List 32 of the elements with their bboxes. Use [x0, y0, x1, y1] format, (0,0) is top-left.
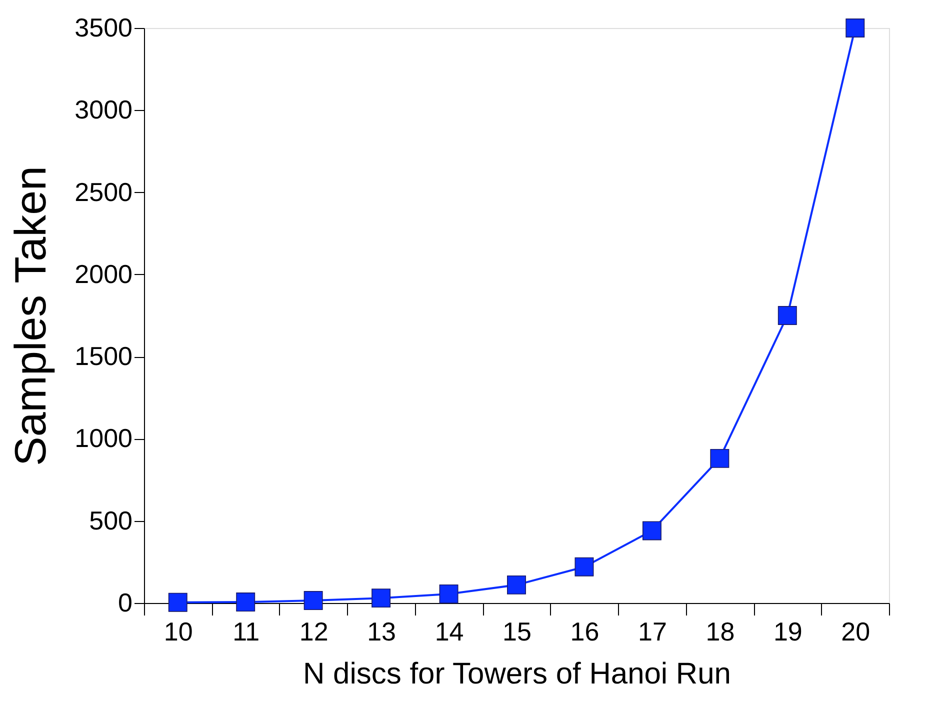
y-tick-label: 1000: [74, 423, 132, 454]
x-tick-label: 14: [434, 616, 464, 646]
point: [236, 592, 256, 612]
y-axis-title: Samples Taken: [6, 166, 56, 466]
x-tick-label: 13: [367, 616, 396, 646]
x-tick-label: 17: [638, 616, 667, 646]
point: [507, 575, 526, 594]
y-tick-label: 2500: [74, 176, 132, 207]
point: [710, 448, 730, 468]
y-tick-label: 3500: [74, 12, 132, 42]
x-tick-label: 12: [299, 616, 328, 646]
point: [304, 591, 323, 610]
x-tick-label: 15: [502, 616, 532, 646]
point: [642, 521, 662, 540]
x-tick-label: 19: [773, 616, 802, 646]
y-tick-label: 2000: [74, 258, 132, 289]
y-tick-label: 500: [89, 505, 132, 536]
point: [574, 557, 594, 576]
y-tick-label: 3000: [74, 94, 132, 125]
x-tick-label: 16: [570, 616, 600, 646]
x-tick-label: 11: [232, 616, 260, 646]
x-tick-label: 20: [841, 616, 870, 646]
y-tick-label: 1500: [74, 341, 132, 372]
point: [846, 18, 865, 38]
point: [372, 588, 391, 608]
x-tick-label: 18: [706, 616, 735, 646]
x-axis-title: N discs for Towers of Hanoi Run: [303, 658, 731, 690]
point: [439, 584, 458, 604]
y-tick-label: 0: [118, 588, 132, 618]
point: [778, 306, 797, 325]
point: [168, 592, 188, 612]
x-tick-label: 10: [164, 616, 193, 646]
